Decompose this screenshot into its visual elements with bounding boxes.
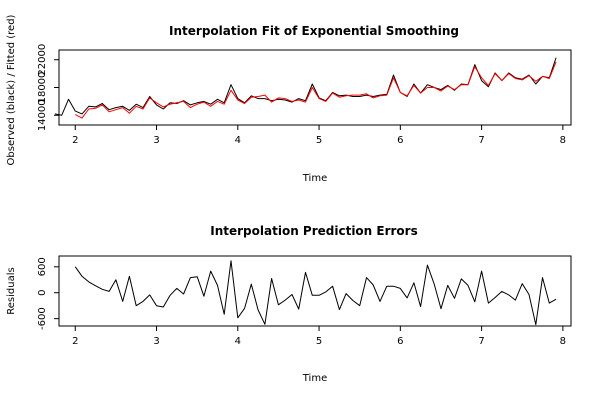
fit-y-axis-label: Observed (black) / Fitted (red) [6, 14, 17, 165]
errors-series-residuals-line [74, 260, 557, 326]
errors-plot-frame [58, 255, 572, 327]
fit-x-tick-label: 3 [153, 135, 159, 146]
errors-y-tick-label: 0 [37, 290, 48, 296]
fit-panel: Interpolation Fit of Exponential Smoothi… [6, 14, 572, 184]
errors-panel: Interpolation Prediction Errors Time Res… [6, 224, 572, 384]
fit-series-group [54, 57, 557, 119]
fit-series-observed-line [54, 57, 557, 116]
fit-x-tick-label: 5 [316, 135, 322, 146]
errors-y-axis: -600 0 600 [37, 257, 59, 330]
fit-y-tick-label: 14000 [37, 99, 48, 131]
errors-x-tick-label: 5 [316, 336, 322, 347]
fit-series-fitted-line [75, 61, 557, 119]
errors-x-tick-label: 2 [72, 336, 78, 347]
errors-x-axis-label: Time [302, 373, 327, 384]
errors-x-tick-label: 8 [560, 336, 566, 347]
errors-x-axis: 2 3 4 5 6 7 8 [72, 326, 566, 347]
fit-y-tick-label: 22000 [37, 44, 48, 76]
fit-title: Interpolation Fit of Exponential Smoothi… [169, 24, 459, 38]
errors-x-tick-label: 7 [478, 336, 484, 347]
fit-x-tick-label: 2 [72, 135, 78, 146]
errors-y-axis-label: Residuals [6, 267, 17, 314]
errors-x-tick-label: 4 [235, 336, 241, 347]
errors-y-tick-label: -600 [37, 307, 48, 330]
fit-x-tick-label: 4 [235, 135, 241, 146]
errors-series-group [74, 260, 557, 326]
fit-x-tick-label: 6 [397, 135, 403, 146]
fit-y-tick-label: 18000 [37, 72, 48, 104]
errors-y-tick-label: 600 [37, 257, 48, 276]
fit-x-tick-label: 7 [478, 135, 484, 146]
fit-x-tick-label: 8 [560, 135, 566, 146]
errors-x-tick-label: 3 [153, 336, 159, 347]
errors-title: Interpolation Prediction Errors [210, 224, 417, 238]
fit-x-axis-label: Time [302, 173, 327, 184]
fit-plot-frame [58, 49, 572, 126]
errors-x-tick-label: 6 [397, 336, 403, 347]
fit-x-axis: 2 3 4 5 6 7 8 [72, 125, 566, 146]
